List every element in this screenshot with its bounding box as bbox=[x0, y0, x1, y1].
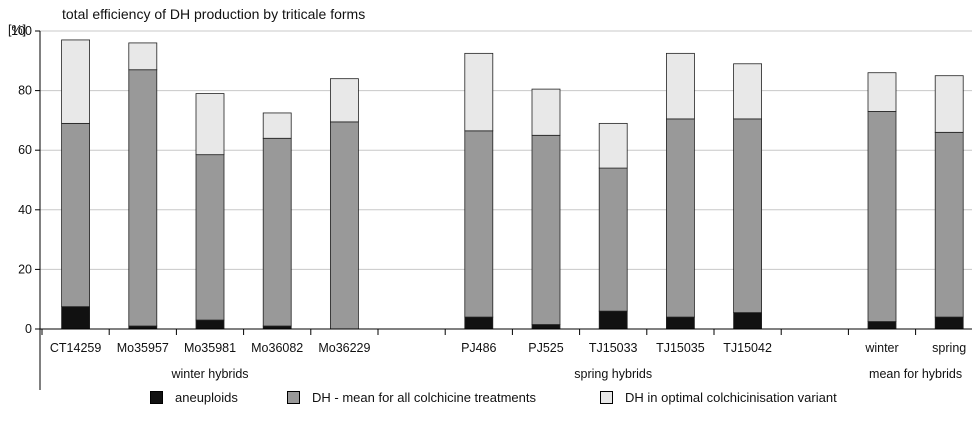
stacked-bar-chart: 0 20 40 60 80 100 CT14259 Mo35957 Mo35981 Mo36082… bbox=[8, 23, 972, 390]
bar-segment-dh-mean bbox=[867, 111, 897, 322]
bar-segment-dh-optimal bbox=[867, 72, 897, 112]
y-tick-label: 80 bbox=[18, 84, 32, 98]
bar-segment-dh-optimal bbox=[262, 112, 292, 139]
x-tick-label: Mo36082 bbox=[251, 341, 303, 355]
bar-segment-aneuploids bbox=[195, 319, 225, 330]
bar-segment-dh-optimal bbox=[934, 75, 964, 133]
y-tick-label: 20 bbox=[18, 262, 32, 276]
bar-segment-aneuploids bbox=[934, 316, 964, 330]
y-tick-label: 0 bbox=[25, 322, 32, 336]
gridlines bbox=[40, 30, 972, 270]
legend-item-aneuploids: aneuploids bbox=[150, 390, 238, 405]
bar-segment-dh-optimal bbox=[598, 122, 628, 169]
bar-segment-dh-optimal bbox=[61, 39, 90, 124]
x-tick-label: Mo35957 bbox=[117, 341, 169, 355]
bar-segment-dh-optimal bbox=[464, 52, 494, 132]
chart-title: total efficiency of DH production by tri… bbox=[62, 6, 366, 22]
x-tick-label: PJ525 bbox=[528, 341, 563, 355]
bars bbox=[61, 39, 964, 330]
bar-segment-dh-mean bbox=[61, 122, 90, 308]
bar-segment-dh-mean bbox=[329, 121, 359, 330]
bar-segment-aneuploids bbox=[531, 324, 561, 330]
legend-item-dh-optimal: DH in optimal colchicinisation variant bbox=[600, 390, 837, 405]
bar-segment-dh-optimal bbox=[128, 42, 158, 71]
group-label: mean for hybrids bbox=[869, 367, 962, 381]
legend-swatch-dh-mean bbox=[287, 391, 300, 404]
axes: 0 20 40 60 80 100 CT14259 Mo35957 Mo35981 Mo36082… bbox=[11, 24, 972, 390]
legend-item-dh-mean: DH - mean for all colchicine treatments bbox=[287, 390, 536, 405]
x-tick-label: Mo35981 bbox=[184, 341, 236, 355]
bar-segment-aneuploids bbox=[867, 321, 897, 330]
bar-segment-dh-mean bbox=[128, 69, 158, 327]
bar-segment-dh-mean bbox=[531, 134, 561, 325]
x-tick-label: spring bbox=[932, 341, 966, 355]
bar-segment-dh-mean bbox=[195, 154, 225, 321]
group-label: winter hybrids bbox=[170, 367, 248, 381]
bar-segment-aneuploids bbox=[61, 306, 90, 330]
bar-segment-dh-optimal bbox=[329, 78, 359, 123]
legend-label-aneuploids: aneuploids bbox=[175, 390, 238, 405]
bar-segment-aneuploids bbox=[464, 316, 494, 330]
group-label: spring hybrids bbox=[574, 367, 652, 381]
y-axis-label: [%] bbox=[8, 23, 26, 37]
bar-segment-dh-mean bbox=[733, 118, 762, 314]
x-tick-label: winter bbox=[864, 341, 898, 355]
bar-segment-dh-mean bbox=[934, 131, 964, 318]
legend-label-dh-mean: DH - mean for all colchicine treatments bbox=[312, 390, 536, 405]
bar-segment-dh-optimal bbox=[195, 93, 225, 156]
bar-segment-aneuploids bbox=[666, 316, 695, 330]
bar-segment-aneuploids bbox=[733, 312, 762, 330]
x-tick-label: TJ15042 bbox=[723, 341, 772, 355]
y-tick-label: 40 bbox=[18, 203, 32, 217]
x-tick-label: TJ15035 bbox=[656, 341, 705, 355]
x-tick-label: CT14259 bbox=[50, 341, 101, 355]
bar-segment-aneuploids bbox=[598, 310, 628, 330]
legend-swatch-dh-optimal bbox=[600, 391, 613, 404]
bar-segment-dh-mean bbox=[598, 167, 628, 312]
x-tick-label: TJ15033 bbox=[589, 341, 638, 355]
bar-segment-dh-mean bbox=[464, 130, 494, 318]
legend-label-dh-optimal: DH in optimal colchicinisation variant bbox=[625, 390, 837, 405]
x-tick-label: PJ486 bbox=[461, 341, 496, 355]
bar-segment-dh-optimal bbox=[733, 63, 762, 120]
y-tick-label: 60 bbox=[18, 143, 32, 157]
legend-swatch-aneuploids bbox=[150, 391, 163, 404]
bar-segment-dh-optimal bbox=[531, 88, 561, 136]
bar-segment-dh-mean bbox=[666, 118, 695, 318]
bar-segment-dh-mean bbox=[262, 137, 292, 327]
y-tick-label: 100 bbox=[11, 24, 32, 38]
x-tick-label: Mo36229 bbox=[318, 341, 370, 355]
bar-segment-dh-optimal bbox=[666, 52, 695, 120]
legend: aneuploids DH - mean for all colchicine … bbox=[0, 390, 972, 430]
